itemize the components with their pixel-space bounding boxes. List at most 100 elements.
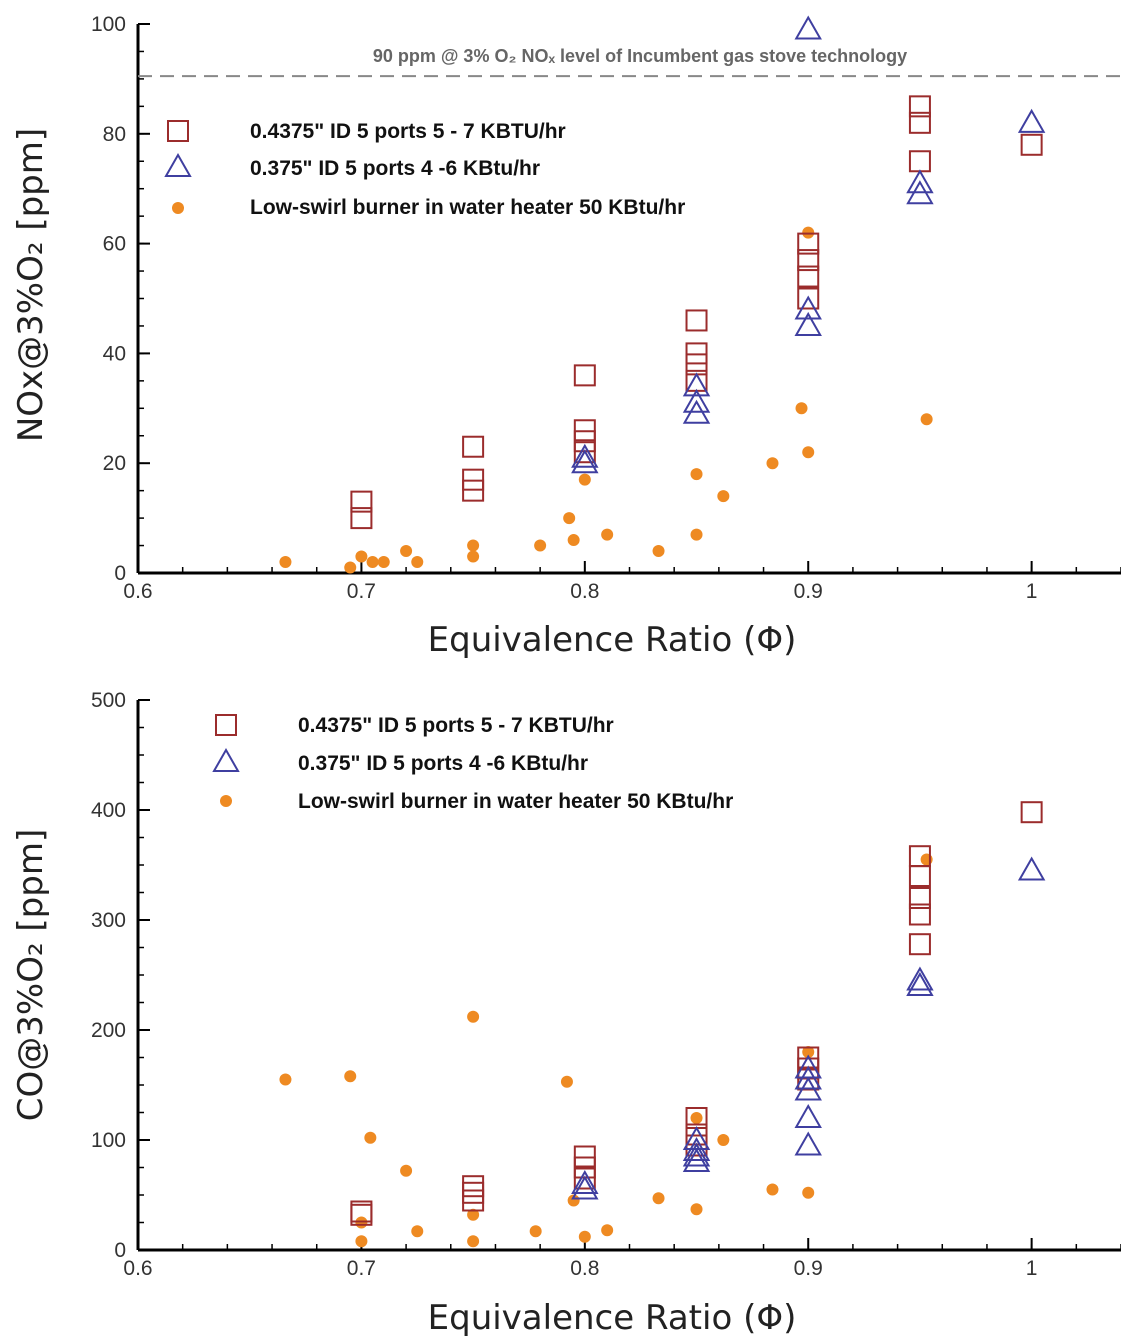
nox-y-tick-label: 20 — [103, 452, 126, 475]
nox-data-point-series-3 — [534, 539, 547, 552]
nox-chart-panel: Equivalence Ratio (Φ) NOx@3%O₂ [ppm] 90 … — [11, 13, 1121, 660]
co-data-point-series-2 — [906, 971, 934, 996]
nox-data-point-series-3 — [690, 528, 703, 541]
co-x-tick-label: 0.9 — [794, 1257, 823, 1280]
co-data-point-series-1 — [462, 1181, 485, 1204]
nox-data-point-series-3 — [377, 556, 390, 569]
nox-data-point-series-2 — [906, 180, 934, 205]
co-data-point-series-3 — [355, 1235, 368, 1248]
nox-data-point-series-3 — [567, 534, 580, 547]
co-data-point-series-2 — [682, 1142, 711, 1167]
co-data-point-series-1 — [350, 1203, 373, 1226]
nox-data-point-series-3 — [652, 545, 665, 558]
nox-y-tick-label: 40 — [103, 342, 126, 365]
co-data-point-series-2 — [682, 1147, 711, 1172]
co-y-tick-label: 400 — [91, 799, 126, 822]
nox-data-point-series-2 — [794, 295, 822, 320]
nox-data-point-series-2 — [906, 169, 934, 194]
co-data-point-series-3 — [467, 1235, 480, 1248]
co-data-point-series-1 — [1020, 801, 1043, 824]
co-x-axis-title: Equivalence Ratio (Φ) — [428, 1298, 797, 1338]
nox-data-point-series-1 — [350, 490, 373, 513]
co-x-tick-label: 0.8 — [570, 1257, 599, 1280]
co-data-point-series-3 — [601, 1224, 614, 1237]
nox-data-point-series-2 — [571, 449, 599, 474]
co-data-point-series-2 — [794, 1131, 822, 1156]
nox-x-tick-label: 0.7 — [347, 580, 376, 603]
nox-reference-line-label: 90 ppm @ 3% O₂ NOₓ level of Incumbent ga… — [373, 46, 907, 66]
nox-data-point-series-3 — [601, 528, 614, 541]
nox-data-point-series-2 — [571, 443, 599, 468]
nox-y-axis-title: NOx@3%O₂ [ppm] — [11, 128, 51, 442]
nox-data-point-series-3 — [366, 556, 379, 569]
nox-data-point-series-1 — [797, 232, 820, 255]
co-y-tick-label: 0 — [114, 1239, 126, 1262]
nox-data-point-series-3 — [563, 512, 576, 525]
co-data-point-series-3 — [690, 1112, 703, 1124]
co-chart-panel: Equivalence Ratio (Φ) CO@3%O₂ [ppm] 0.43… — [11, 689, 1121, 1338]
nox-data-point-series-2 — [682, 399, 711, 424]
co-x-tick-label: 1 — [1026, 1257, 1038, 1280]
nox-data-point-series-1 — [797, 287, 820, 310]
nox-x-tick-label: 0.6 — [123, 580, 152, 603]
nox-data-point-series-3 — [690, 468, 703, 481]
co-data-point-series-3 — [766, 1183, 779, 1196]
nox-data-point-series-3 — [355, 550, 368, 563]
co-legend-label-series-3: Low-swirl burner in water heater 50 KBtu… — [298, 790, 733, 813]
nox-data-point-series-1 — [685, 309, 708, 332]
co-y-tick-label: 200 — [91, 1019, 126, 1042]
nox-data-point-series-3 — [717, 490, 730, 503]
co-data-point-series-2 — [571, 1169, 599, 1194]
co-data-point-series-3 — [467, 1010, 480, 1023]
nox-data-point-series-3 — [411, 556, 424, 569]
nox-data-point-series-3 — [795, 402, 808, 415]
nox-data-point-series-3 — [467, 539, 480, 552]
co-y-tick-label: 500 — [91, 689, 126, 712]
co-data-point-series-2 — [794, 1065, 822, 1090]
co-legend-marker-series-2 — [212, 747, 240, 772]
co-x-tick-label: 0.7 — [347, 1257, 376, 1280]
nox-data-point-series-1 — [573, 441, 596, 464]
co-legend-marker-series-3 — [220, 795, 232, 807]
nox-data-point-series-1 — [908, 150, 931, 173]
co-legend-label-series-2: 0.375" ID 5 ports 4 -6 KBtu/hr — [298, 752, 588, 775]
nox-data-point-series-1 — [908, 111, 931, 134]
nox-legend-label-series-1: 0.4375" ID 5 ports 5 - 7 KBTU/hr — [250, 120, 566, 143]
co-data-point-series-1 — [573, 1167, 596, 1190]
nox-data-point-series-3 — [802, 446, 815, 459]
nox-data-point-series-2 — [682, 372, 711, 397]
co-data-point-series-2 — [794, 1103, 822, 1128]
nox-data-point-series-3 — [467, 550, 480, 563]
nox-x-tick-label: 1 — [1026, 580, 1038, 603]
co-data-point-series-3 — [411, 1225, 424, 1238]
co-data-point-series-3 — [802, 1186, 815, 1199]
co-data-point-series-2 — [906, 966, 934, 991]
co-data-point-series-2 — [682, 1136, 711, 1161]
co-data-point-series-1 — [462, 1189, 485, 1212]
co-data-point-series-3 — [652, 1192, 665, 1205]
nox-data-point-series-1 — [462, 479, 485, 502]
co-data-point-series-1 — [908, 933, 931, 956]
nox-data-point-series-2 — [794, 15, 822, 40]
nox-data-point-series-3 — [400, 545, 413, 558]
nox-data-point-series-3 — [766, 457, 779, 470]
nox-x-tick-label: 0.9 — [794, 580, 823, 603]
co-data-point-series-3 — [690, 1203, 703, 1216]
co-legend-marker-series-1 — [215, 714, 237, 736]
co-data-point-series-3 — [279, 1073, 292, 1086]
co-data-point-series-1 — [908, 903, 931, 926]
co-data-point-series-3 — [467, 1208, 480, 1221]
nox-x-tick-label: 0.8 — [570, 580, 599, 603]
co-data-point-series-2 — [794, 1076, 822, 1101]
nox-data-point-series-1 — [350, 507, 373, 530]
nox-data-point-series-1 — [462, 435, 485, 458]
nox-y-tick-label: 60 — [103, 233, 126, 256]
co-data-point-series-3 — [802, 1046, 815, 1058]
nox-y-tick-label: 80 — [103, 123, 126, 146]
nox-data-point-series-3 — [578, 473, 591, 486]
nox-data-point-series-2 — [794, 311, 822, 336]
co-y-tick-label: 300 — [91, 909, 126, 932]
co-x-tick-label: 0.6 — [123, 1257, 152, 1280]
co-data-point-series-1 — [908, 865, 931, 887]
